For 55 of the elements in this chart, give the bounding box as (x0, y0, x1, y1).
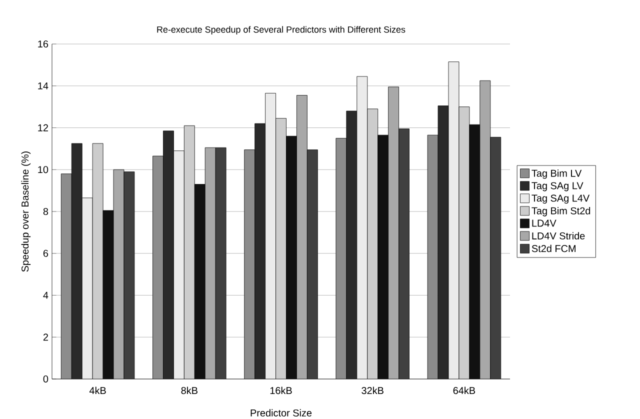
bar (163, 130, 174, 379)
bar (490, 136, 502, 379)
bar (448, 62, 460, 379)
x-tick-label: 64kB (453, 386, 476, 394)
bar (438, 106, 449, 379)
bar (216, 148, 226, 379)
y-axis-title: Speedup over Baseline (%) (21, 152, 31, 272)
bar (378, 135, 388, 379)
bar (367, 108, 378, 379)
bar (103, 210, 114, 379)
legend-label: Tag Bim LV (532, 169, 582, 179)
bar (174, 150, 184, 379)
bar (398, 128, 410, 379)
bar (469, 124, 480, 379)
bar (82, 198, 93, 379)
y-tick-label: 8 (43, 208, 48, 216)
bar (307, 150, 318, 379)
legend-label: Tag SAg L4V (532, 194, 590, 204)
bar (346, 110, 357, 379)
x-axis-title: Predictor Size (250, 409, 312, 416)
bar (72, 143, 82, 379)
y-tick-label: 16 (38, 40, 48, 48)
bar (194, 184, 206, 379)
x-tick-label: 16kB (270, 386, 292, 394)
legend-label: LD4V Stride (532, 232, 585, 240)
legend-label: Tag Bim St2d (532, 207, 590, 216)
y-tick-label: 12 (38, 124, 48, 132)
y-tick-label: 0 (43, 375, 48, 383)
bar (124, 172, 134, 379)
bar (356, 76, 368, 379)
bar (244, 150, 255, 379)
legend-label: LD4V (532, 220, 556, 227)
bar (458, 106, 470, 379)
y-tick-label: 4 (43, 292, 48, 299)
bar (427, 134, 438, 379)
legend-label: Tag SAg LV (532, 182, 584, 192)
y-tick-label: 14 (38, 82, 48, 90)
y-tick-label: 2 (43, 334, 48, 341)
bar (265, 93, 276, 379)
bar (184, 126, 195, 379)
x-tick-label: 32kB (362, 386, 384, 394)
y-tick-label: 6 (43, 250, 48, 257)
bar (61, 174, 72, 379)
legend-label: St2d FCM (532, 244, 576, 252)
bar (254, 124, 266, 379)
bar (92, 143, 104, 379)
bar (336, 138, 346, 379)
bar (286, 136, 297, 379)
y-tick-label: 10 (38, 166, 48, 174)
chart-title: Re-execute Speedup of Several Predictors with Different Sizes (157, 26, 406, 34)
bar (114, 170, 124, 379)
x-tick-label: 8kB (181, 386, 198, 394)
x-tick-label: 4kB (89, 386, 106, 394)
bar (276, 118, 286, 379)
bar (152, 156, 164, 379)
